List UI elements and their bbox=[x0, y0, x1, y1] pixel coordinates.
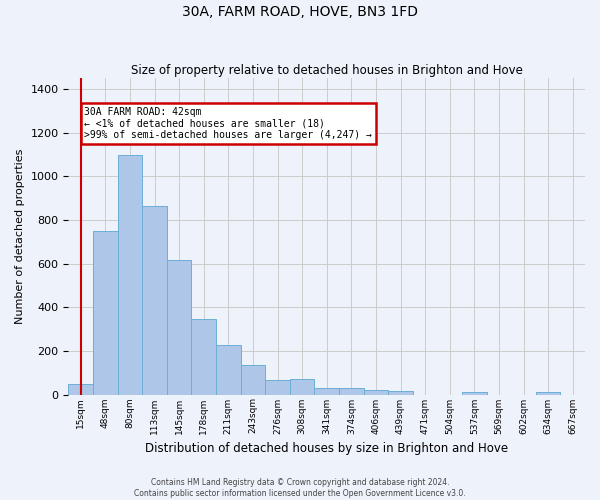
Text: 30A FARM ROAD: 42sqm
← <1% of detached houses are smaller (18)
>99% of semi-deta: 30A FARM ROAD: 42sqm ← <1% of detached h… bbox=[85, 106, 372, 140]
Bar bbox=[68, 384, 93, 394]
Title: Size of property relative to detached houses in Brighton and Hove: Size of property relative to detached ho… bbox=[131, 64, 523, 77]
Bar bbox=[118, 154, 142, 394]
Bar bbox=[536, 392, 560, 394]
Bar bbox=[388, 391, 413, 394]
Bar bbox=[191, 319, 216, 394]
Bar bbox=[167, 260, 191, 394]
Bar bbox=[462, 392, 487, 394]
Bar bbox=[265, 380, 290, 394]
Y-axis label: Number of detached properties: Number of detached properties bbox=[15, 148, 25, 324]
Bar bbox=[216, 346, 241, 395]
Bar bbox=[339, 388, 364, 394]
Text: Contains HM Land Registry data © Crown copyright and database right 2024.
Contai: Contains HM Land Registry data © Crown c… bbox=[134, 478, 466, 498]
Bar bbox=[314, 388, 339, 394]
Bar bbox=[93, 231, 118, 394]
X-axis label: Distribution of detached houses by size in Brighton and Hove: Distribution of detached houses by size … bbox=[145, 442, 508, 455]
Text: 30A, FARM ROAD, HOVE, BN3 1FD: 30A, FARM ROAD, HOVE, BN3 1FD bbox=[182, 5, 418, 19]
Bar bbox=[290, 379, 314, 394]
Bar bbox=[364, 390, 388, 394]
Bar bbox=[142, 206, 167, 394]
Bar bbox=[241, 365, 265, 394]
